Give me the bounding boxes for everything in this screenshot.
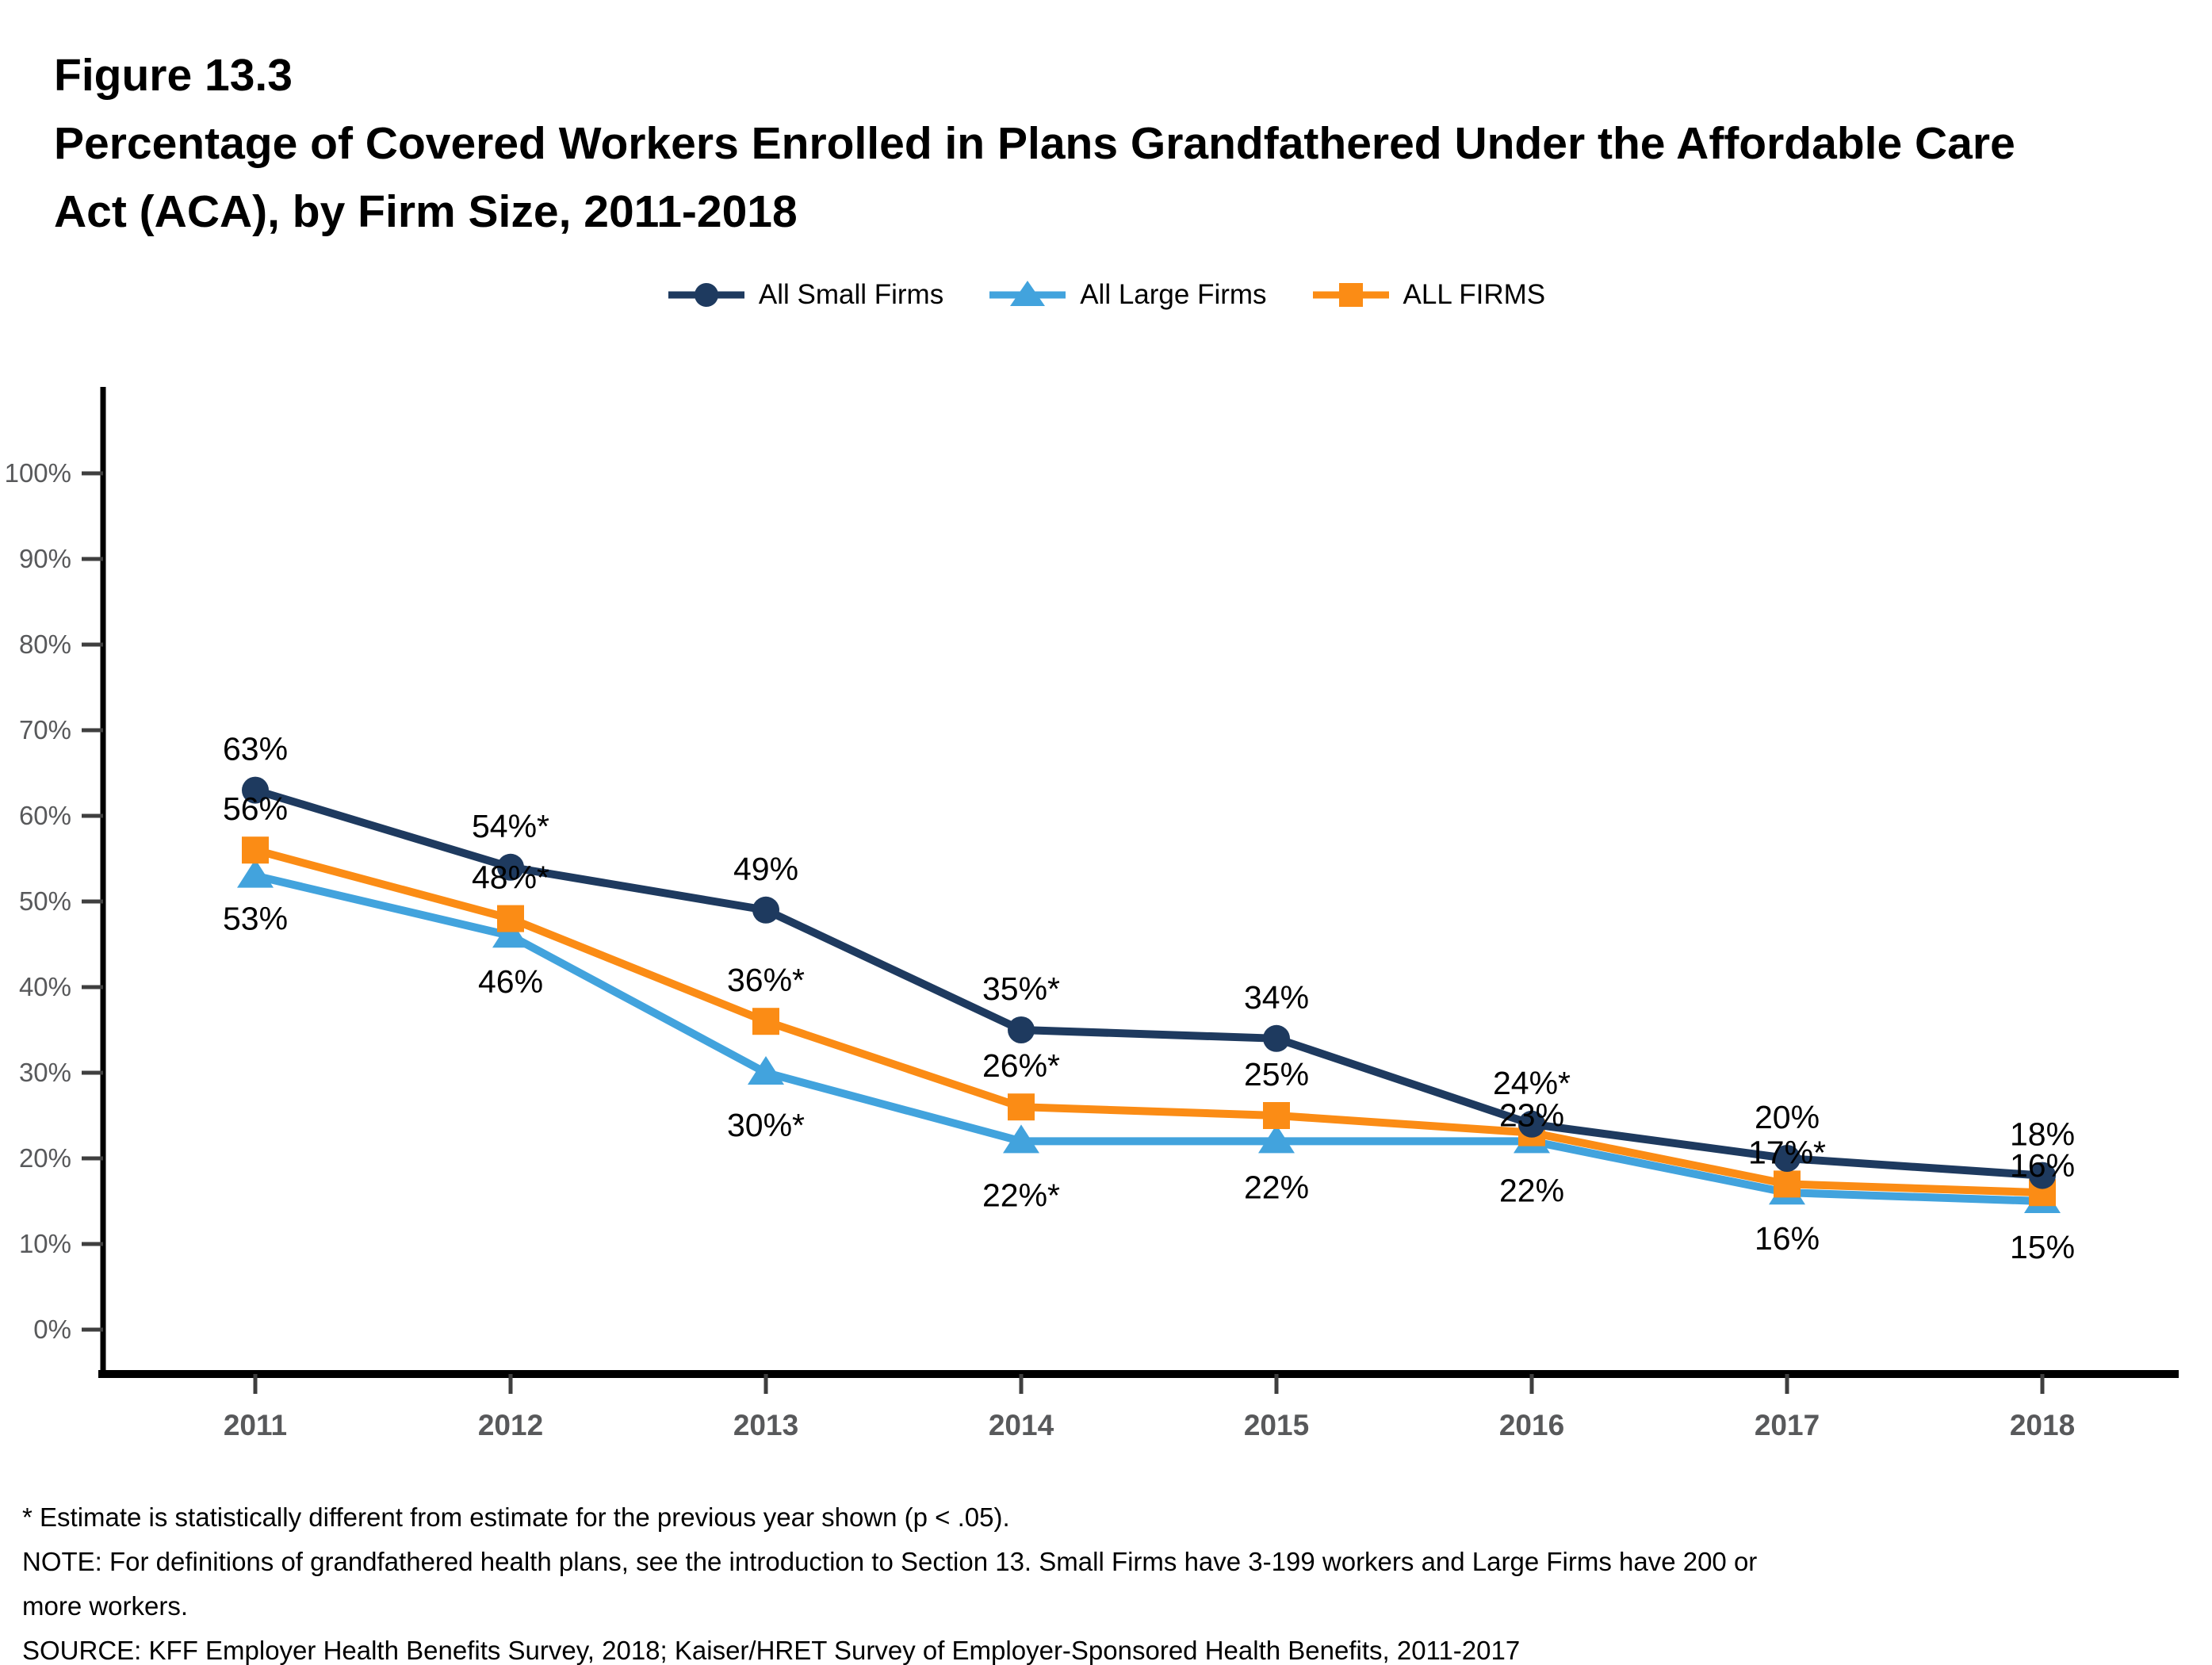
circle-marker [752,896,779,924]
y-tick-label: 70% [19,715,71,744]
legend-item-all-firms: ALL FIRMS [1311,279,1546,311]
data-point-label: 24%* [1493,1065,1571,1101]
circle-marker [1008,1016,1035,1043]
square-marker [497,905,524,932]
legend-label: All Small Firms [758,279,944,310]
triangle-marker-icon [989,281,1066,306]
data-point-label: 46% [478,963,543,1000]
data-point-label: 56% [223,790,288,827]
y-tick-label: 10% [19,1229,71,1258]
chart-legend: All Small Firms All Large Firms ALL FIRMS [0,279,2212,311]
data-point-label: 23% [1499,1097,1564,1134]
figure-title-line1: Percentage of Covered Workers Enrolled i… [54,118,2015,169]
data-point-label: 16% [1755,1220,1820,1257]
data-point-label: 34% [1244,979,1309,1016]
triangle-marker [237,859,274,888]
x-tick-label: 2015 [1244,1409,1309,1441]
footnote-line: * Estimate is statistically different fr… [22,1502,1010,1532]
legend-label: ALL FIRMS [1403,279,1546,310]
legend-item-all-large-firms: All Large Firms [988,279,1267,311]
x-tick-label: 2011 [224,1409,287,1441]
data-point-label: 54%* [472,808,549,844]
x-tick-label: 2017 [1755,1409,1820,1441]
series-line-all-firms [254,846,2043,1197]
data-point-label: 22% [1499,1172,1564,1208]
data-point-label: 25% [1244,1056,1309,1093]
x-tick-label: 2014 [989,1409,1054,1441]
data-point-label: 17%* [1748,1134,1826,1170]
data-point-label: 53% [223,901,288,937]
y-tick-label: 80% [19,630,71,659]
x-tick-label: 2012 [478,1409,543,1441]
square-marker-icon [1312,283,1389,307]
data-point-label: 63% [223,731,288,767]
series-line-all-small-firms [254,786,2043,1180]
data-point-label: 26%* [982,1047,1060,1084]
y-tick-label: 50% [19,886,71,916]
square-marker [1008,1093,1035,1121]
y-tick-label: 20% [19,1143,71,1173]
x-tick-label: 2013 [733,1409,798,1441]
y-tick-label: 0% [33,1315,71,1344]
square-marker [242,836,269,864]
footnotes: * Estimate is statistically different fr… [22,1495,1757,1665]
y-tick-label: 60% [19,801,71,830]
data-point-label: 20% [1755,1099,1820,1135]
legend-item-all-small-firms: All Small Firms [667,279,943,311]
y-tick-label: 90% [19,544,71,573]
triangle-marker [492,919,529,948]
figure-number: Figure 13.3 [54,50,293,101]
y-tick-label: 100% [5,458,71,488]
data-point-label: 48%* [472,859,549,896]
circle-marker-icon [668,283,744,307]
data-point-label: 36%* [727,962,805,998]
triangle-marker [1258,1124,1295,1154]
data-point-label: 18% [2010,1116,2075,1153]
figure-title-line2: Act (ACA), by Firm Size, 2011-2018 [54,186,798,237]
circle-marker [1774,1145,1801,1172]
data-point-label: 15% [2010,1229,2075,1265]
circle-marker [1518,1110,1545,1138]
square-marker [1774,1170,1801,1198]
triangle-marker [1003,1124,1039,1154]
x-tick-label: 2016 [1499,1409,1564,1441]
legend-label: All Large Firms [1080,279,1267,310]
square-marker [1263,1102,1290,1129]
data-point-label: 22% [1244,1169,1309,1205]
data-point-label: 30%* [727,1107,805,1143]
triangle-marker [748,1056,784,1085]
circle-marker [2029,1162,2056,1189]
circle-marker [497,853,524,881]
square-marker [752,1008,779,1035]
y-tick-label: 30% [19,1058,71,1087]
data-point-label: 49% [733,851,798,887]
data-point-label: 22%* [982,1177,1060,1213]
y-tick-label: 40% [19,972,71,1001]
x-tick-label: 2018 [2010,1409,2075,1441]
footnote-line: more workers. [22,1591,189,1621]
footnote-line: SOURCE: KFF Employer Health Benefits Sur… [22,1636,1521,1665]
series-line-all-large-firms [254,871,2043,1205]
circle-marker [242,776,269,804]
circle-marker [1263,1024,1290,1052]
data-point-label: 35%* [982,970,1060,1007]
data-point-label: 16% [2010,1147,2075,1184]
figure-header: Figure 13.3 Percentage of Covered Worker… [54,41,2015,246]
footnote-line: NOTE: For definitions of grandfathered h… [22,1547,1758,1576]
